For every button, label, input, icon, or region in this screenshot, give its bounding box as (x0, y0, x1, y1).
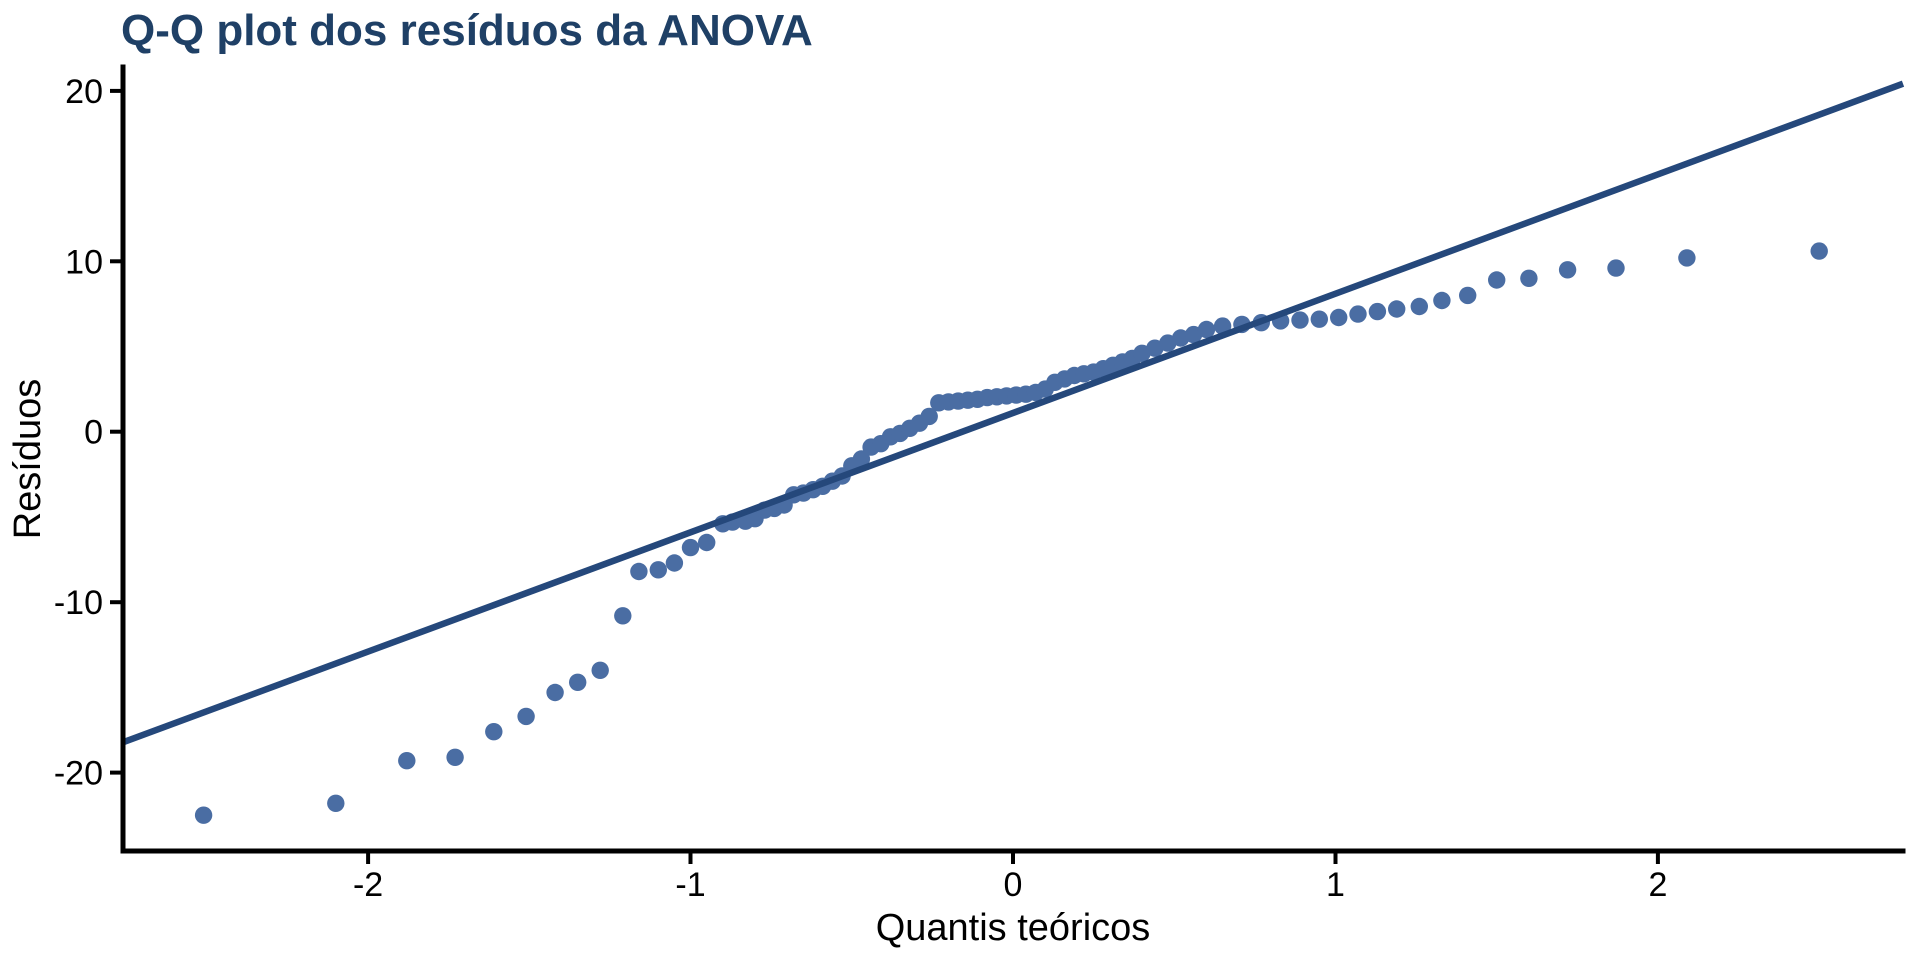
x-tick-label: 1 (1326, 866, 1345, 904)
qq-point (1410, 297, 1429, 316)
qq-point (398, 752, 416, 770)
x-tick-label: 2 (1648, 866, 1667, 904)
reference-line (121, 80, 1905, 746)
qq-point (1488, 271, 1506, 289)
qq-point (517, 707, 535, 726)
x-tick-label: -1 (675, 866, 705, 904)
qq-point (569, 673, 587, 691)
qq-point (630, 562, 648, 581)
y-tick-label: 0 (84, 414, 103, 452)
qq-point (1459, 286, 1477, 305)
qq-point (698, 533, 716, 552)
qq-point (852, 450, 871, 468)
qq-point (681, 538, 700, 557)
x-tick-label: -2 (353, 866, 383, 904)
qq-point (1678, 249, 1696, 267)
qq-point (327, 794, 345, 812)
qq-point (1433, 291, 1451, 310)
qq-point (1197, 320, 1216, 339)
qq-point (1558, 261, 1577, 279)
qq-point (446, 748, 464, 766)
qq-point (1349, 305, 1367, 323)
qq-point (1368, 302, 1387, 321)
x-axis-title: Quantis teóricos (876, 907, 1151, 949)
y-tick-label: -20 (54, 755, 103, 793)
qq-point (591, 661, 609, 679)
qq-point (485, 723, 503, 741)
qq-point (614, 607, 632, 625)
qq-point (665, 554, 684, 572)
qq-point (546, 683, 564, 702)
y-tick-label: 10 (65, 243, 103, 281)
qq-point (1330, 308, 1348, 327)
y-tick-label: -10 (54, 584, 103, 622)
qq-point (920, 407, 938, 426)
qq-point (1520, 269, 1538, 287)
qq-point (1810, 242, 1828, 260)
qq-point (1388, 300, 1406, 318)
qq-point (194, 806, 213, 824)
chart-title: Q-Q plot dos resíduos da ANOVA (121, 6, 813, 55)
y-tick-label: 20 (65, 73, 103, 111)
qq-point (1291, 311, 1309, 329)
y-axis-title: Resíduos (7, 379, 49, 540)
qq-point (1310, 310, 1329, 328)
x-tick-label: 0 (1004, 866, 1023, 904)
qq-point (1607, 259, 1625, 277)
qq-point (649, 561, 667, 579)
